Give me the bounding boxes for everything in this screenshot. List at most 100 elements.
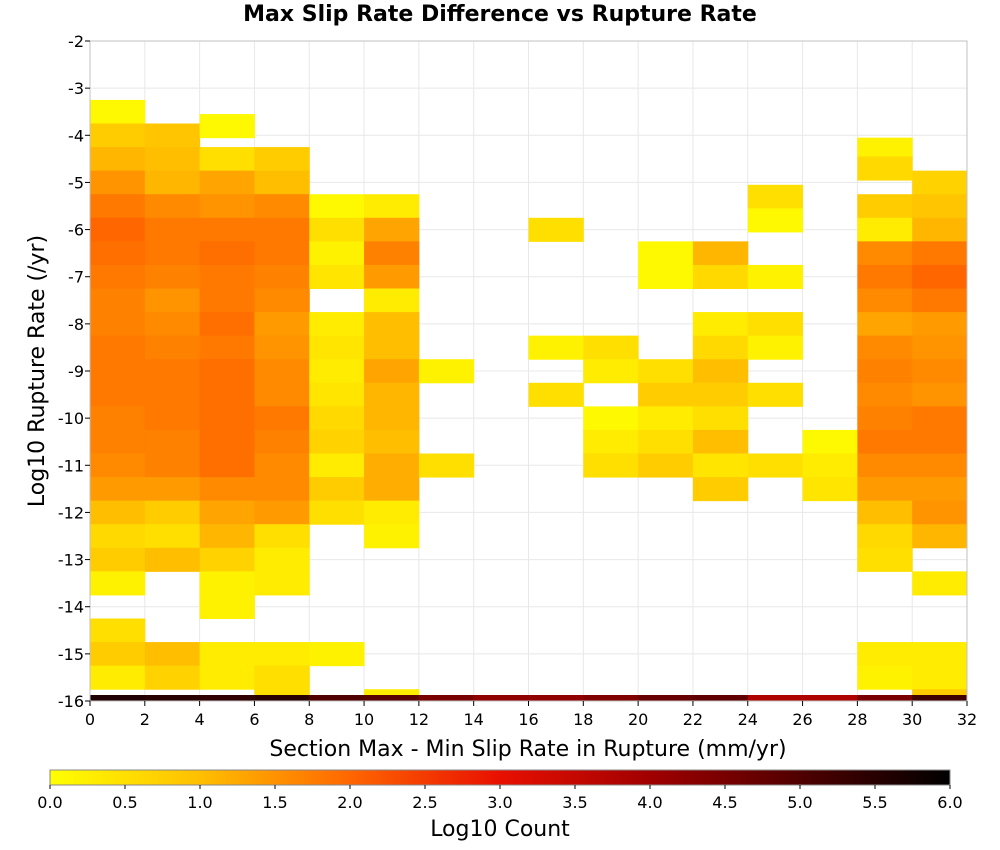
heatmap-cell [90, 264, 146, 289]
x-tick-label: 16 [518, 710, 538, 729]
heatmap-cell [199, 382, 255, 407]
heatmap-cell [857, 194, 913, 219]
colorbar-tick-label: 3.5 [562, 793, 587, 812]
colorbar-title: Log10 Count [430, 817, 570, 842]
heatmap-cell [364, 194, 420, 219]
heatmap-cell [90, 147, 146, 172]
heatmap-cell [912, 665, 968, 690]
heatmap-cell [857, 547, 913, 572]
heatmap-cell [254, 547, 310, 572]
heatmap-cell [857, 288, 913, 313]
y-tick-label: -14 [58, 598, 84, 617]
heatmap-cell [144, 406, 201, 431]
heatmap-cell [199, 264, 255, 289]
heatmap-cell [857, 477, 913, 502]
heatmap-cell [583, 429, 639, 454]
heatmap-cell [857, 382, 913, 407]
heatmap-cell [364, 477, 420, 502]
heatmap-cell-bottom [199, 695, 255, 701]
heatmap-cell [638, 429, 694, 454]
heatmap-cell-bottom [473, 695, 529, 701]
x-axis-title: Section Max - Min Slip Rate in Rupture (… [269, 737, 786, 762]
heatmap-cell [912, 312, 968, 337]
x-tick-label: 26 [792, 710, 812, 729]
heatmap-cell [309, 194, 365, 219]
heatmap-cell [747, 453, 804, 478]
heatmap-cell [90, 618, 146, 643]
y-tick-label: -2 [68, 32, 84, 51]
x-axis-ticks: 0 2 4 6 8 10 12 14 16 18 20 22 24 26 28 30 32 [85, 701, 977, 729]
heatmap-cell-bottom [528, 695, 584, 701]
heatmap-cell [692, 382, 749, 407]
heatmap-cell [254, 382, 310, 407]
heatmap-cell [199, 524, 255, 549]
heatmap-cell-bottom [364, 695, 420, 701]
x-tick-label: 12 [409, 710, 429, 729]
colorbar-tick-label: 1.0 [187, 793, 212, 812]
heatmap-cell-bottom [747, 695, 804, 701]
heatmap-cell [857, 217, 913, 242]
heatmap-cell [857, 665, 913, 690]
heatmap-cell [692, 429, 749, 454]
x-tick-label: 18 [573, 710, 593, 729]
heatmap-cell [364, 217, 420, 242]
heatmap-cell [144, 241, 201, 266]
heatmap-cell [309, 477, 365, 502]
heatmap-cell [912, 170, 968, 195]
heatmap-cell [199, 406, 255, 431]
heatmap-cell [144, 453, 201, 478]
heatmap-cell [90, 217, 146, 242]
heatmap-cell [309, 500, 365, 525]
heatmap-cell-bottom [638, 695, 694, 701]
y-tick-label: -16 [58, 692, 84, 711]
colorbar-tick-label: 5.5 [862, 793, 887, 812]
heatmap-cell [144, 665, 201, 690]
x-tick-label: 14 [464, 710, 484, 729]
heatmap-cell-bottom [418, 695, 475, 701]
heatmap-cell [90, 312, 146, 337]
heatmap-cell-bottom [144, 695, 201, 701]
heatmap-cell [364, 312, 420, 337]
colorbar-tick-label: 6.0 [937, 793, 962, 812]
heatmap-cell [144, 547, 201, 572]
colorbar-tick-label: 0.0 [37, 793, 62, 812]
heatmap-cell [254, 359, 310, 384]
heatmap-cell [912, 288, 968, 313]
heatmap-cell [199, 335, 255, 360]
heatmap-cell [583, 406, 639, 431]
heatmap-cell [144, 147, 201, 172]
heatmap-cell [90, 288, 146, 313]
heatmap-cell [90, 194, 146, 219]
heatmap-cell [199, 114, 255, 139]
x-tick-label: 20 [628, 710, 648, 729]
heatmap-cell [364, 500, 420, 525]
heatmap-cell [90, 547, 146, 572]
heatmap-cell [309, 642, 365, 667]
heatmap-cell [90, 571, 146, 596]
heatmap-cell [638, 241, 694, 266]
heatmap-cell [309, 453, 365, 478]
heatmap-cell [199, 288, 255, 313]
heatmap-cell [309, 406, 365, 431]
heatmap-cell [254, 288, 310, 313]
heatmap-cell [528, 217, 584, 242]
heatmap-cell [144, 642, 201, 667]
heatmap-cell [857, 359, 913, 384]
heatmap-cell [254, 642, 310, 667]
heatmap-cell [90, 170, 146, 195]
heatmap-cell [692, 453, 749, 478]
y-tick-label: -11 [58, 456, 84, 475]
heatmap-cell [364, 453, 420, 478]
heatmap-cell [90, 429, 146, 454]
colorbar-tick-label: 4.0 [637, 793, 662, 812]
heatmap-cell [912, 335, 968, 360]
y-axis-title: Log10 Rupture Rate (/yr) [25, 235, 50, 507]
heatmap-cell [144, 194, 201, 219]
heatmap-cell [912, 194, 968, 219]
y-tick-label: -6 [68, 221, 84, 240]
heatmap-cell-bottom [857, 695, 913, 701]
heatmap-cell [912, 571, 968, 596]
y-tick-label: -9 [68, 362, 84, 381]
heatmap-cell [857, 642, 913, 667]
